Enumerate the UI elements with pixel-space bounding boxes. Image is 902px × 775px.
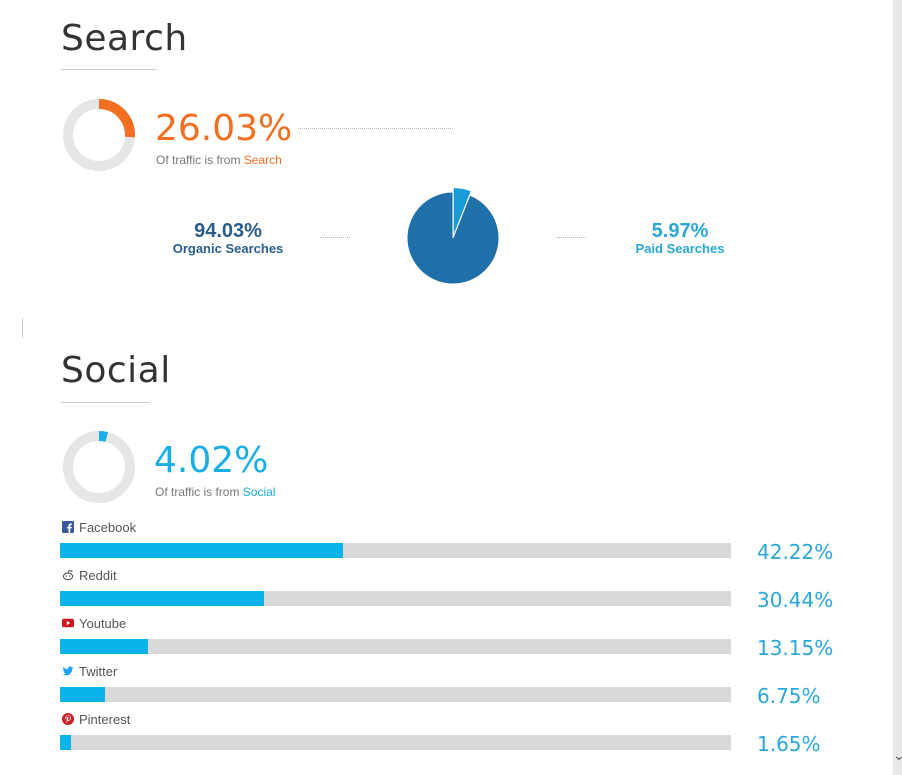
left-edge-mark [22,318,23,338]
social-network-youtube: Youtube [62,617,126,631]
search-title-underline [61,69,157,70]
pinterest-bar-track [60,735,731,750]
social-traffic-donut [63,431,135,503]
reddit-label: Reddit [79,568,117,583]
pinterest-percent: 1.65% [757,732,821,756]
reddit-bar-fill [60,591,265,606]
pinterest-label: Pinterest [79,712,131,727]
social-network-twitter: Twitter [62,665,117,679]
search-section-title: Search [61,18,188,59]
youtube-label: Youtube [79,616,127,631]
facebook-bar-fill [60,543,344,558]
paid-searches-percent: 5.97% [651,220,709,242]
pie-slice-paid [453,188,471,235]
facebook-label: Facebook [79,520,137,535]
search-link[interactable]: Search [243,153,282,167]
youtube-bar-fill [60,639,149,654]
social-section-title: Social [61,350,171,391]
search-dotted-line [298,128,453,129]
social-link[interactable]: Social [242,485,276,499]
social-caption-text: Of traffic is from [155,485,243,499]
youtube-icon [62,618,74,628]
twitter-icon [62,666,74,676]
page-scrollbar[interactable] [893,0,902,775]
social-donut-arc [63,431,135,503]
twitter-bar-fill [60,687,106,702]
search-donut-arc [63,99,135,171]
search-split-pie [406,188,500,285]
reddit-percent: 30.44% [757,588,834,612]
paid-dotted-line [556,237,586,238]
facebook-bar-track [60,543,731,558]
search-traffic-percent: 26.03% [155,108,293,149]
social-donut-track [63,431,135,503]
youtube-percent: 13.15% [757,636,834,660]
social-network-reddit: Reddit [62,569,117,583]
pinterest-icon [62,713,74,725]
pie-slice-organic [406,191,500,285]
social-traffic-percent: 4.02% [154,440,269,481]
social-network-facebook: Facebook [62,521,136,535]
paid-searches-label: Paid Searches [635,241,725,256]
organic-dotted-line [320,237,350,238]
organic-searches-percent: 94.03% [194,220,262,242]
reddit-bar-track [60,591,731,606]
twitter-bar-track [60,687,731,702]
social-traffic-caption: Of traffic is from Social [155,485,275,499]
social-title-underline [61,402,150,403]
youtube-bar-track [60,639,731,654]
scroll-down-arrow-icon[interactable]: ⌄ [893,747,902,763]
search-traffic-caption: Of traffic is from Search [156,153,282,167]
facebook-percent: 42.22% [757,540,834,564]
pinterest-bar-fill [60,735,72,750]
search-traffic-donut [63,99,135,171]
social-network-pinterest: Pinterest [62,713,130,727]
reddit-icon [62,569,74,581]
search-caption-text: Of traffic is from [156,153,244,167]
facebook-icon [62,521,74,533]
organic-searches-label: Organic Searches [172,241,284,256]
twitter-label: Twitter [79,664,118,679]
twitter-percent: 6.75% [757,684,821,708]
